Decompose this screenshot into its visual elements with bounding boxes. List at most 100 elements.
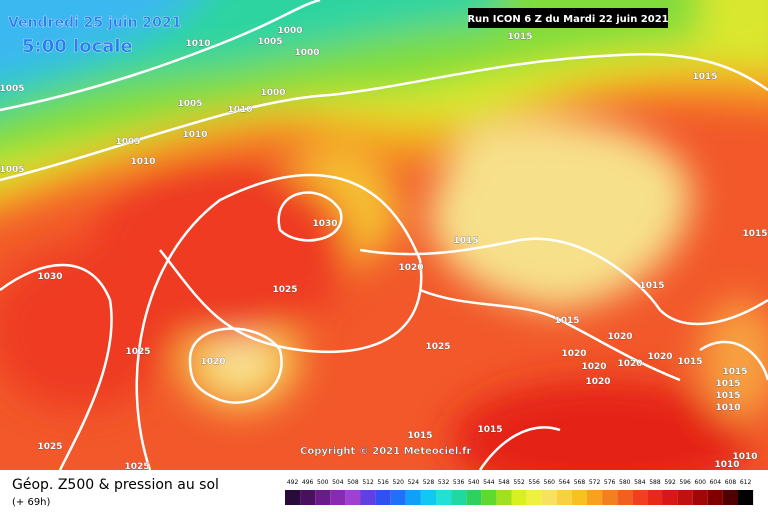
legend-swatch <box>481 490 497 505</box>
isobar-label: 1015 <box>639 281 664 291</box>
legend-swatch <box>496 490 512 505</box>
isobar-label: 1000 <box>294 48 319 58</box>
isobar-label: 1025 <box>37 442 62 452</box>
legend-label: 556 <box>528 479 540 486</box>
legend-label: 516 <box>377 479 389 486</box>
isobar-label: 1020 <box>200 357 225 367</box>
isobar-label: 1000 <box>277 26 302 36</box>
legend-label: 528 <box>423 479 435 486</box>
isobar-label: 1010 <box>182 130 207 140</box>
legend-swatch <box>330 490 346 505</box>
isobar-label: 1000 <box>260 88 285 98</box>
isobar-label: 1005 <box>0 165 25 175</box>
legend-label: 548 <box>498 479 510 486</box>
valid-date: Vendredi 25 juin 2021 <box>8 15 181 31</box>
legend-label: 588 <box>649 479 661 486</box>
legend-label: 508 <box>347 479 359 486</box>
legend-swatch <box>345 490 361 505</box>
legend-label: 544 <box>483 479 495 486</box>
isobar-label: 1020 <box>585 377 610 387</box>
legend-swatch <box>285 490 301 505</box>
isobar-label: 1015 <box>453 236 478 246</box>
isobar-label: 1005 <box>257 37 282 47</box>
legend-label: 536 <box>453 479 465 486</box>
isobar-label: 1010 <box>715 403 740 413</box>
legend-label: 552 <box>513 479 525 486</box>
isobar-label: 1015 <box>742 229 767 239</box>
isobar-label: 1015 <box>554 316 579 326</box>
isobar-label: 1005 <box>177 99 202 109</box>
legend-label: 500 <box>317 479 329 486</box>
legend-swatch <box>662 490 678 505</box>
isobar-label: 1015 <box>715 379 740 389</box>
legend-label: 540 <box>468 479 480 486</box>
legend-label: 592 <box>664 479 676 486</box>
isobar-label: 1005 <box>115 137 140 147</box>
isobar-label: 1020 <box>617 359 642 369</box>
isobar-label: 1015 <box>677 357 702 367</box>
isobar-label: 1015 <box>722 367 747 377</box>
legend-swatch <box>360 490 376 505</box>
legend-label: 496 <box>302 479 314 486</box>
isobar-label: 1025 <box>125 347 150 357</box>
legend-label: 600 <box>695 479 707 486</box>
legend-label: 572 <box>589 479 601 486</box>
field <box>0 0 768 470</box>
isobar-label: 1020 <box>398 263 423 273</box>
legend-swatch <box>451 490 467 505</box>
legend-label: 612 <box>740 479 752 486</box>
legend-label: 524 <box>408 479 420 486</box>
isobar-label: 1020 <box>561 349 586 359</box>
isobar-label: 1015 <box>715 391 740 401</box>
legend-swatch <box>692 490 708 505</box>
isobar-label: 1015 <box>692 72 717 82</box>
legend-swatch <box>375 490 391 505</box>
isobar-label: 1025 <box>272 285 297 295</box>
legend-swatch <box>707 490 723 505</box>
isobar-label: 1020 <box>607 332 632 342</box>
isobar-label: 1020 <box>647 352 672 362</box>
legend-label: 596 <box>679 479 691 486</box>
isobar-label: 1030 <box>312 219 337 229</box>
run-box <box>468 8 668 28</box>
isobar-label: 1010 <box>185 39 210 49</box>
legend-swatch <box>677 490 693 505</box>
legend-swatch <box>647 490 663 505</box>
legend-swatch <box>587 490 603 505</box>
legend-swatch <box>315 490 331 505</box>
legend-label: 564 <box>559 479 571 486</box>
run-info: Run ICON 6 Z du Mardi 22 juin 2021 <box>467 14 668 25</box>
isobar-label: 1015 <box>407 431 432 441</box>
isobar-label: 1015 <box>477 425 502 435</box>
legend: 492 496 500 504 508 512 516 520 524 528 532 536 540 5… <box>285 479 754 505</box>
isobar-label: 1010 <box>227 105 252 115</box>
legend-swatch <box>405 490 421 505</box>
legend-swatch <box>420 490 436 505</box>
legend-swatch <box>722 490 738 505</box>
legend-label: 520 <box>393 479 405 486</box>
legend-label: 504 <box>332 479 344 486</box>
legend-label: 604 <box>710 479 722 486</box>
legend-swatch <box>571 490 587 505</box>
legend-label: 580 <box>619 479 631 486</box>
isobar-label: 1020 <box>581 362 606 372</box>
isobar-label: 1005 <box>0 84 25 94</box>
legend-label: 512 <box>362 479 374 486</box>
isobar-label: 1025 <box>124 462 149 472</box>
legend-swatch <box>466 490 482 505</box>
isobar-label: 1010 <box>130 157 155 167</box>
isobars <box>0 0 768 470</box>
legend-swatch <box>602 490 618 505</box>
footer-lead: (+ 69h) <box>12 497 51 508</box>
local-time: 5:00 locale <box>22 36 133 57</box>
legend-label: 560 <box>544 479 556 486</box>
isobar-label: 1010 <box>732 452 757 462</box>
legend-swatch <box>556 490 572 505</box>
legend-label: 576 <box>604 479 616 486</box>
legend-label: 568 <box>574 479 586 486</box>
isobar-label: 1030 <box>37 272 62 282</box>
legend-label: 584 <box>634 479 646 486</box>
legend-swatch <box>738 490 754 505</box>
